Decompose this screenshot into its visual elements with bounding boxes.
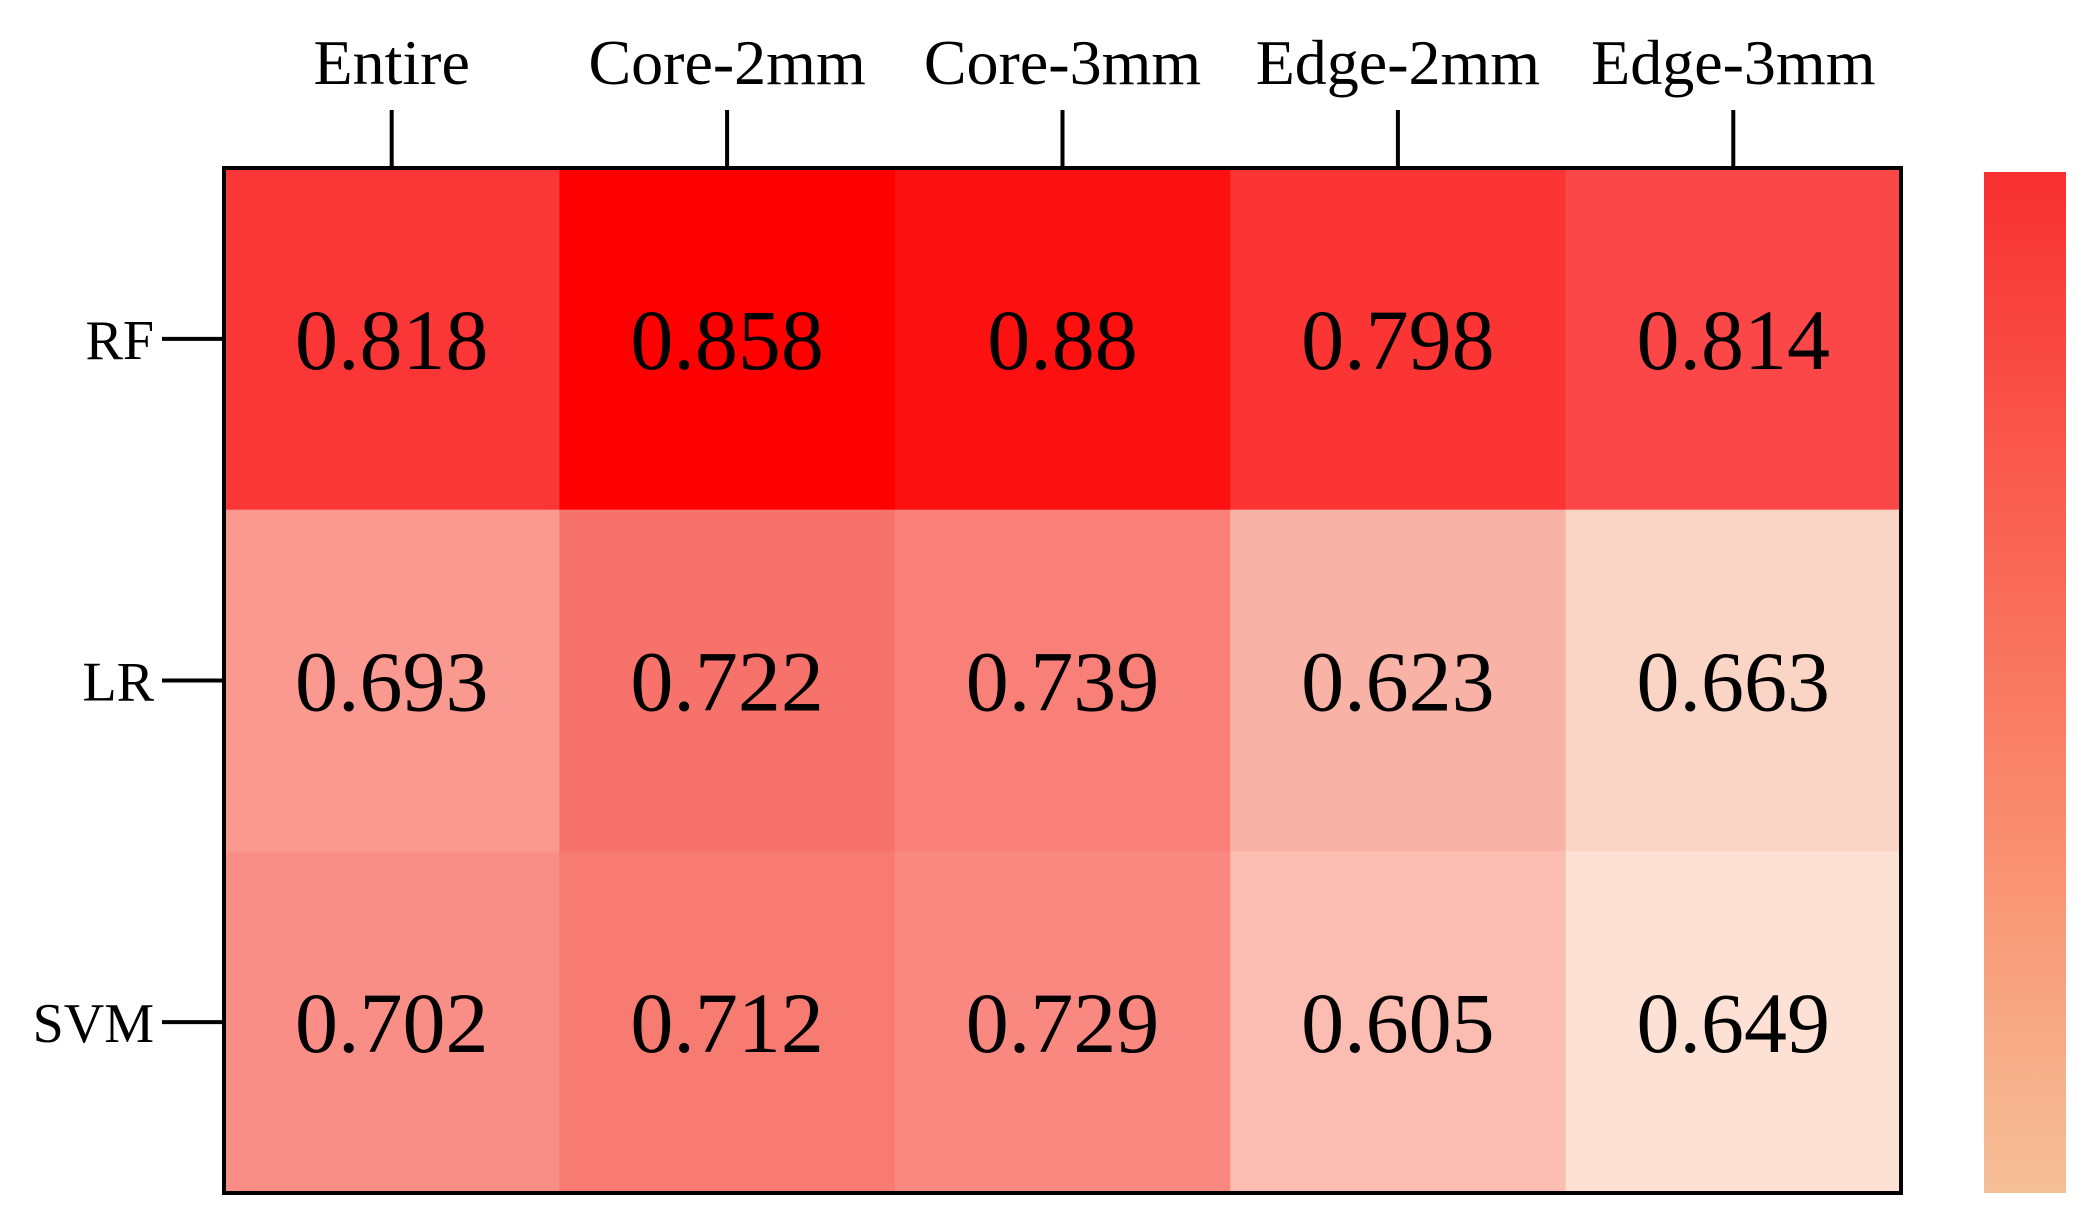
row-label: LR <box>82 652 154 714</box>
column-label: Core-2mm <box>588 27 865 98</box>
column-label: Edge-2mm <box>1256 27 1540 98</box>
cell-value-label: 0.818 <box>295 292 489 388</box>
cell-value-label: 0.798 <box>1301 292 1495 388</box>
heatmap-cell <box>224 509 560 852</box>
heatmap-cell <box>1230 509 1567 852</box>
cell-value-label: 0.814 <box>1637 292 1831 388</box>
cell-value-label: 0.623 <box>1301 634 1495 730</box>
heatmap-cell <box>559 851 896 1194</box>
heatmap-cell <box>1565 168 1902 511</box>
cell-value-label: 0.663 <box>1637 634 1831 730</box>
cell-value-label: 0.729 <box>966 975 1160 1071</box>
heatmap-cell <box>1230 851 1567 1194</box>
cell-value-label: 0.712 <box>630 975 824 1071</box>
cell-value-labels: 0.818 0.858 0.88 0.798 0.814 0.693 0.722 0.739 0… <box>295 292 1830 1071</box>
cell-value-label: 0.649 <box>1637 975 1831 1071</box>
cell-value-label: 0.88 <box>987 292 1138 388</box>
row-label: SVM <box>33 993 154 1055</box>
column-label: Core-3mm <box>924 27 1201 98</box>
column-label: Entire <box>314 27 470 98</box>
heatmap-cell <box>559 509 896 852</box>
heatmap-cell <box>894 168 1231 511</box>
row-label: RF <box>86 310 155 372</box>
heatmap-cell <box>1565 509 1902 852</box>
column-axis: Entire Core-2mm Core-3mm Edge-2mm Edge-3mm <box>314 27 1875 168</box>
cell-value-label: 0.739 <box>966 634 1160 730</box>
cell-value-label: 0.858 <box>630 292 824 388</box>
heatmap-cell <box>224 851 560 1194</box>
cell-value-label: 0.722 <box>630 634 824 730</box>
row-axis: RF LR SVM <box>33 310 224 1055</box>
heatmap-cell <box>1230 168 1567 511</box>
heatmap-cell <box>894 851 1231 1194</box>
column-label: Edge-3mm <box>1591 27 1875 98</box>
heatmap-cells <box>224 168 1902 1194</box>
heatmap-cell <box>894 509 1231 852</box>
heatmap-cell <box>559 168 896 511</box>
colorbar <box>1984 172 2066 1193</box>
cell-value-label: 0.702 <box>295 975 489 1071</box>
cell-value-label: 0.605 <box>1301 975 1495 1071</box>
heatmap-cell <box>224 168 560 511</box>
heatmap-cell <box>1565 851 1902 1194</box>
cell-value-label: 0.693 <box>295 634 489 730</box>
